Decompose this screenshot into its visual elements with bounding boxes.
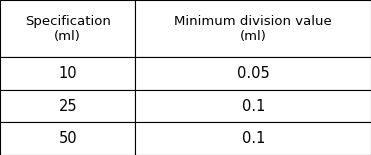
Bar (0, 122, 135, 155)
Bar (135, 0, 371, 57)
Text: 25: 25 (58, 99, 77, 114)
Text: Minimum division value
(ml): Minimum division value (ml) (174, 15, 332, 43)
Bar (0, 0, 135, 57)
Text: 0.05: 0.05 (237, 66, 270, 81)
Text: 0.1: 0.1 (242, 131, 265, 146)
Bar (135, 122, 371, 155)
Text: 10: 10 (58, 66, 77, 81)
Bar (0, 57, 135, 90)
Bar (0, 90, 135, 122)
Text: Specification
(ml): Specification (ml) (25, 15, 111, 43)
Text: 50: 50 (58, 131, 77, 146)
Bar (135, 90, 371, 122)
Text: 0.1: 0.1 (242, 99, 265, 114)
Bar (135, 57, 371, 90)
